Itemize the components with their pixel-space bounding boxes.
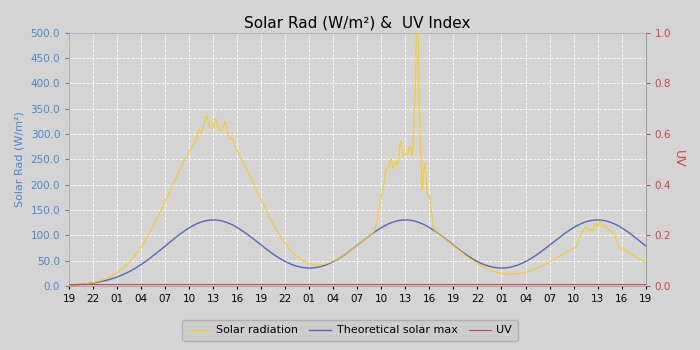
Y-axis label: UV: UV (672, 150, 685, 168)
Theoretical solar max (440, 236, 449, 240)
Solar radiation (169, 180, 178, 184)
UV (440, 282, 448, 287)
Solar radiation (539, 263, 547, 267)
Solar radiation (65, 283, 74, 287)
Theoretical solar max (65, 283, 74, 287)
UV (285, 282, 293, 287)
Solar radiation (285, 247, 293, 251)
UV (539, 282, 547, 287)
Line: Theoretical solar max: Theoretical solar max (69, 220, 645, 285)
Theoretical solar max (495, 266, 503, 270)
Theoretical solar max (641, 244, 650, 248)
Theoretical solar max (401, 218, 410, 222)
UV (169, 282, 178, 287)
Solar radiation (641, 260, 650, 265)
Title: Solar Rad (W/m²) &  UV Index: Solar Rad (W/m²) & UV Index (244, 15, 470, 30)
Solar radiation (495, 271, 503, 275)
Solar radiation (411, 96, 419, 100)
Legend: Solar radiation, Theoretical solar max, UV: Solar radiation, Theoretical solar max, … (183, 320, 517, 341)
Theoretical solar max (539, 248, 547, 252)
Theoretical solar max (169, 237, 178, 241)
Line: Solar radiation: Solar radiation (69, 0, 645, 285)
Theoretical solar max (285, 261, 293, 266)
UV (411, 282, 419, 287)
UV (65, 282, 74, 287)
UV (495, 282, 503, 287)
Solar radiation (440, 236, 449, 240)
Theoretical solar max (411, 219, 419, 223)
UV (641, 282, 650, 287)
Y-axis label: Solar Rad (W/m²): Solar Rad (W/m²) (15, 111, 25, 207)
